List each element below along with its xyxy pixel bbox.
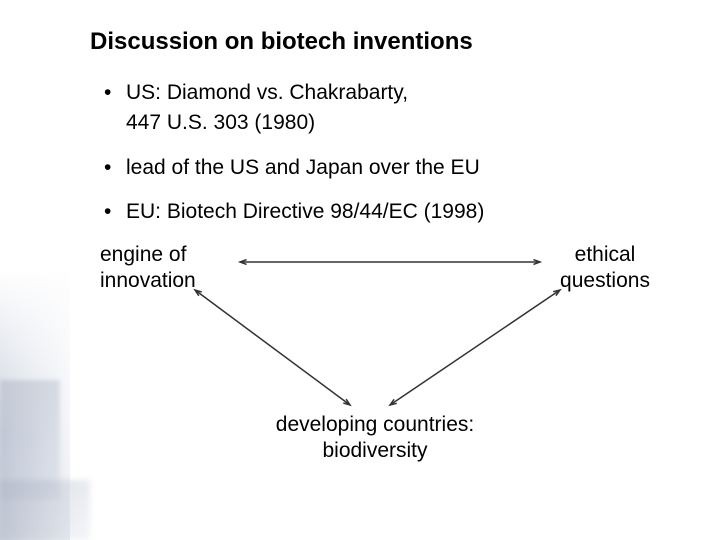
bullet-item: lead of the US and Japan over the EU (104, 153, 690, 183)
slide-title: Discussion on biotech inventions (90, 28, 690, 56)
node-label: questions (540, 268, 670, 294)
deco-block (0, 480, 90, 540)
node-label: ethical (540, 242, 670, 268)
bullet-text: EU: Biotech Directive 98/44/EC (1998) (126, 200, 484, 223)
relationship-diagram: engine of innovation ethical questions d… (90, 242, 690, 462)
bullet-text: lead of the US and Japan over the EU (126, 156, 480, 179)
node-label: innovation (100, 268, 230, 294)
node-label: biodiversity (245, 438, 505, 464)
node-label: developing countries: (245, 412, 505, 438)
slide-left-decoration (0, 0, 70, 540)
slide-content: Discussion on biotech inventions US: Dia… (90, 28, 690, 520)
bullet-text: US: Diamond vs. Chakrabarty, (126, 78, 690, 108)
diagram-node-left: engine of innovation (100, 242, 230, 295)
bullet-list: US: Diamond vs. Chakrabarty, 447 U.S. 30… (90, 78, 690, 228)
bullet-item: US: Diamond vs. Chakrabarty, 447 U.S. 30… (104, 78, 690, 139)
diagram-node-bottom: developing countries: biodiversity (245, 412, 505, 465)
diagram-node-right: ethical questions (540, 242, 670, 295)
node-label: engine of (100, 242, 230, 268)
bullet-item: EU: Biotech Directive 98/44/EC (1998) (104, 197, 690, 227)
bullet-text: 447 U.S. 303 (1980) (126, 108, 690, 138)
